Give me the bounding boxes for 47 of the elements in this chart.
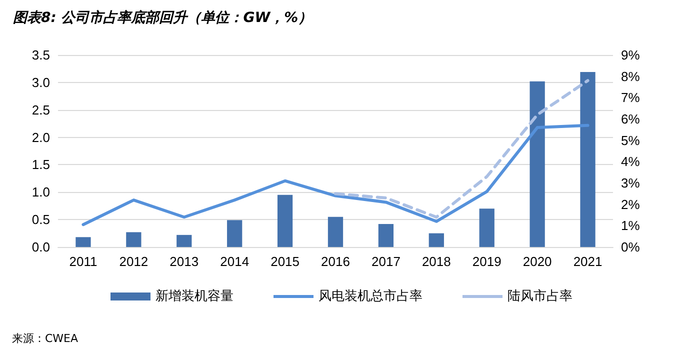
y-tick-label: 3.0 <box>32 74 50 90</box>
x-tick-label: 2018 <box>422 254 451 269</box>
y2-tick-label: 6% <box>621 112 640 126</box>
x-tick-label: 2012 <box>119 254 148 269</box>
legend-label: 风电装机总市占率 <box>318 288 422 304</box>
bar <box>126 232 142 247</box>
y-tick-label: 2.0 <box>32 130 50 145</box>
x-tick-label: 2015 <box>270 254 300 269</box>
x-tick-label: 2019 <box>472 254 502 269</box>
bar <box>227 220 242 247</box>
line-series <box>334 79 590 219</box>
legend-label: 陆风市占率 <box>508 288 572 304</box>
x-tick-label: 2016 <box>321 254 350 269</box>
chart-title: 图表8: 公司市占率底部回升（单位：GW，%） <box>13 9 312 26</box>
bar <box>76 237 91 247</box>
line-series <box>82 124 590 226</box>
y2-tick-label: 1% <box>621 218 640 234</box>
bar <box>530 81 545 247</box>
bar <box>378 224 394 247</box>
legend-label: 新增装机容量 <box>156 288 234 304</box>
y2-tick-label: 0% <box>621 240 640 254</box>
y-tick-label: 0.0 <box>32 240 50 254</box>
y-tick-label: 3.5 <box>32 48 50 62</box>
y2-tick-label: 2% <box>621 196 640 212</box>
y-tick-label: 1.5 <box>32 157 50 172</box>
x-tick-label: 2017 <box>371 254 400 269</box>
x-tick-label: 2020 <box>522 254 552 269</box>
bar <box>428 233 444 247</box>
bar <box>176 234 192 247</box>
y2-tick-label: 7% <box>621 90 640 106</box>
x-tick-label: 2021 <box>573 254 602 269</box>
y2-tick-label: 4% <box>621 154 640 170</box>
y2-tick-label: 3% <box>621 176 640 190</box>
bar <box>328 216 344 247</box>
bar <box>479 208 494 247</box>
y2-tick-label: 5% <box>621 132 640 148</box>
x-tick-label: 2014 <box>220 254 250 269</box>
y-tick-label: 2.5 <box>32 102 50 118</box>
y2-tick-label: 9% <box>621 48 640 62</box>
source-note: 来源：CWEA <box>12 332 79 345</box>
y-tick-label: 1.0 <box>32 184 50 200</box>
bar <box>277 194 293 247</box>
y-tick-label: 0.5 <box>32 212 50 228</box>
y2-tick-label: 8% <box>621 68 640 84</box>
x-tick-label: 2013 <box>170 254 199 269</box>
bar <box>580 72 596 247</box>
x-tick-label: 2011 <box>69 254 98 269</box>
